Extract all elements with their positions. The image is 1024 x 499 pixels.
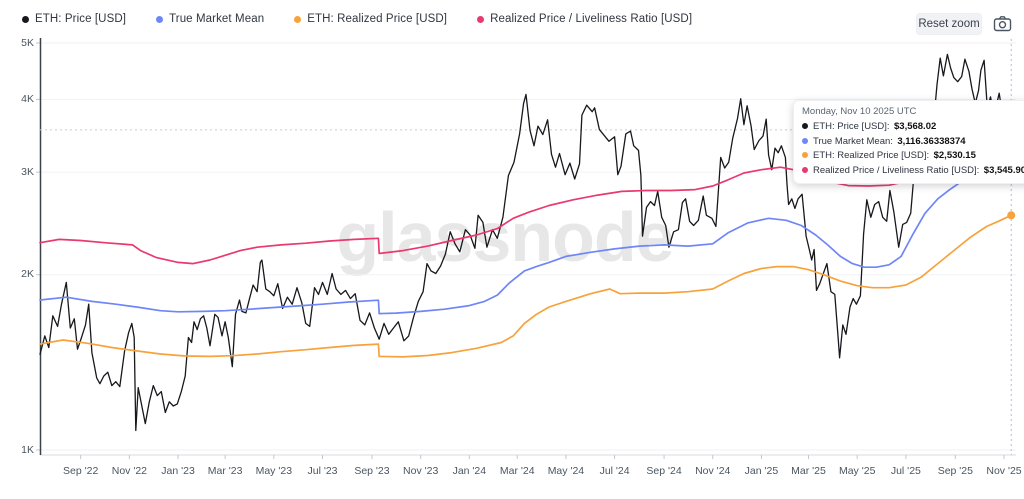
x-tick-label: Jul '25 (890, 465, 921, 477)
tooltip-value: $3,545.90 (983, 164, 1024, 176)
legend: ETH: Price [USD] True Market Mean ETH: R… (22, 13, 692, 25)
x-tick-label: Mar '23 (207, 465, 243, 477)
hover-tooltip: Monday, Nov 10 2025 UTC ETH: Price [USD]… (793, 100, 1024, 184)
tooltip-label: Realized Price / Liveliness Ratio [USD]: (813, 164, 980, 176)
series-line-1 (39, 161, 1013, 315)
legend-item-label: Realized Price / Liveliness Ratio [USD] (490, 13, 693, 25)
tooltip-label: True Market Mean: (813, 135, 893, 147)
x-tick-label: Nov '22 (111, 465, 148, 477)
x-tick-label: Sep '25 (937, 465, 973, 477)
series-dot-icon (294, 15, 302, 23)
series-line-3 (39, 129, 1013, 265)
series-dot-icon (802, 152, 808, 159)
legend-item-eth-price[interactable]: ETH: Price [USD] (22, 13, 126, 25)
x-tick-label: Sep '22 (63, 465, 99, 477)
x-tick-label: Nov '24 (695, 465, 731, 477)
series-dot-icon (22, 15, 29, 23)
series-dot-icon (477, 15, 485, 23)
series-line-2 (39, 214, 1013, 358)
y-tick-label: 3K (21, 165, 34, 178)
tooltip-value: $3,568.02 (894, 121, 937, 132)
y-tick-label: 2K (21, 268, 34, 281)
legend-item-true-market-mean[interactable]: True Market Mean (156, 13, 264, 25)
series-dot-icon (802, 123, 808, 130)
x-tick-label: May '24 (547, 465, 585, 477)
tooltip-label: ETH: Price [USD]: (813, 121, 890, 132)
x-tick-label: Mar '24 (499, 465, 535, 477)
y-tick-label: 5K (21, 36, 34, 49)
tooltip-date: Monday, Nov 10 2025 UTC (802, 106, 917, 117)
camera-icon[interactable] (993, 15, 1013, 33)
glassnode-watermark: glassnode (336, 197, 674, 276)
series-dot-icon (802, 137, 808, 144)
legend-item-realized-price[interactable]: ETH: Realized Price [USD] (294, 13, 447, 25)
x-tick-label: Jan '24 (452, 465, 487, 477)
legend-item-label: ETH: Price [USD] (35, 13, 127, 25)
tooltip-row: True Market Mean: 3,116.36338374 (802, 134, 1024, 149)
tooltip-row: Realized Price / Liveliness Ratio [USD]:… (802, 163, 1024, 178)
tooltip-value: 3,116.36338374 (897, 135, 966, 147)
series-line-0 (39, 53, 1012, 432)
tooltip-row: ETH: Realized Price [USD]: $2,530.15 (802, 148, 1024, 163)
reset-zoom-button[interactable]: Reset zoom (916, 13, 982, 35)
x-tick-label: Mar '25 (791, 465, 826, 477)
x-tick-label: Sep '23 (354, 465, 390, 477)
x-tick-label: Jul '24 (599, 465, 630, 477)
x-tick-label: Jan '25 (744, 465, 779, 477)
x-tick-label: Nov '25 (986, 465, 1022, 477)
x-tick-label: Jan '23 (161, 465, 195, 477)
x-tick-label: May '25 (838, 465, 876, 477)
x-tick-label: Sep '24 (646, 465, 682, 477)
y-tick-label: 1K (21, 443, 34, 456)
tooltip-value: $2,530.15 (933, 150, 976, 161)
series-dot-icon (156, 15, 164, 23)
x-tick-label: May '23 (255, 465, 293, 477)
legend-item-label: True Market Mean (169, 13, 265, 25)
x-tick-label: Jul '23 (307, 465, 338, 477)
x-tick-label: Nov '23 (403, 465, 439, 477)
legend-item-label: ETH: Realized Price [USD] (307, 13, 448, 25)
y-tick-label: 4K (21, 92, 34, 105)
series-last-dot-2 (1007, 211, 1016, 220)
tooltip-label: ETH: Realized Price [USD]: (813, 150, 930, 161)
tooltip-row: ETH: Price [USD]: $3,568.02 (802, 119, 1024, 134)
legend-item-liveliness-ratio[interactable]: Realized Price / Liveliness Ratio [USD] (477, 13, 692, 25)
series-dot-icon (802, 166, 808, 173)
